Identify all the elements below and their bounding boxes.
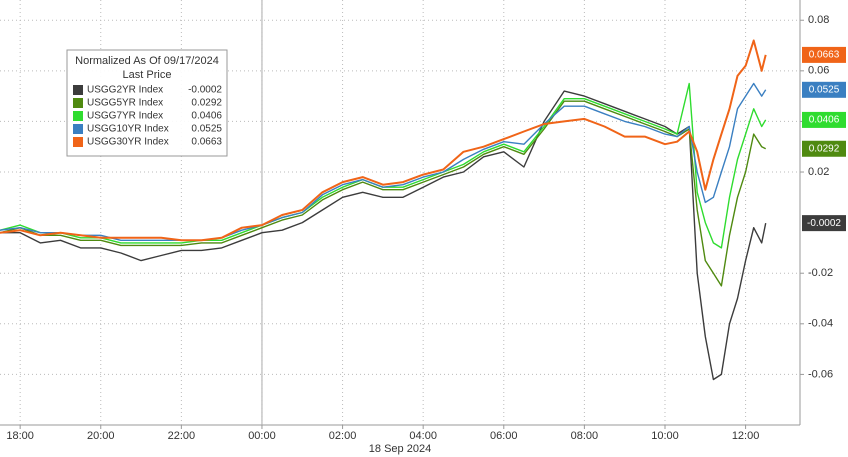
- last-value-tag: [802, 215, 846, 232]
- last-value-label: 0.0292: [809, 143, 840, 154]
- y-tick-label: 0.08: [808, 14, 829, 26]
- legend-swatch: [73, 124, 83, 134]
- last-value-tag: [802, 111, 846, 128]
- last-value-label: 0.0663: [809, 50, 840, 61]
- x-tick-label: 00:00: [248, 430, 276, 442]
- legend-value: -0.0002: [188, 85, 222, 96]
- x-axis-label: 18 Sep 2024: [369, 443, 431, 455]
- series-line: [0, 90, 767, 381]
- y-tick-label: -0.06: [808, 368, 833, 380]
- legend: Normalized As Of 09/17/2024 Last Price U…: [66, 49, 228, 157]
- legend-swatch: [73, 85, 83, 95]
- legend-value: 0.0525: [191, 124, 222, 135]
- legend-label: USGG5YR Index: [87, 98, 163, 109]
- legend-swatch: [73, 137, 83, 147]
- legend-subtitle: Last Price: [123, 69, 172, 81]
- y-tick-label: 0.06: [808, 65, 829, 77]
- series-line: [0, 100, 767, 287]
- grid: [0, 0, 800, 425]
- last-value-label: 0.0406: [809, 115, 840, 126]
- x-tick-label: 20:00: [87, 430, 115, 442]
- x-tick-label: 08:00: [571, 430, 599, 442]
- x-tick-label: 18:00: [6, 430, 34, 442]
- last-value-label: -0.0002: [807, 218, 841, 229]
- lines: [0, 39, 767, 381]
- legend-label: USGG7YR Index: [87, 111, 163, 122]
- y-tick-label: 0.02: [808, 166, 829, 178]
- legend-title: Normalized As Of 09/17/2024: [75, 55, 219, 67]
- x-tick-label: 12:00: [732, 430, 760, 442]
- last-value-label: 0.0525: [809, 84, 840, 95]
- last-value-tag: [802, 140, 846, 157]
- series-line: [0, 39, 767, 242]
- x-tick-label: 04:00: [409, 430, 437, 442]
- legend-label: USGG10YR Index: [87, 124, 169, 135]
- last-value-tag: [802, 81, 846, 98]
- x-tick-label: 02:00: [329, 430, 357, 442]
- legend-value: 0.0406: [191, 111, 222, 122]
- legend-swatch: [73, 98, 83, 108]
- legend-value: 0.0663: [191, 137, 222, 148]
- legend-label: USGG2YR Index: [87, 85, 163, 96]
- legend-box: [66, 49, 228, 157]
- y-tick-label: -0.04: [808, 318, 833, 330]
- legend-swatch: [73, 111, 83, 121]
- legend-value: 0.0292: [191, 98, 222, 109]
- legend-label: USGG30YR Index: [87, 137, 169, 148]
- last-value-tag: [802, 46, 846, 63]
- series-line: [0, 82, 767, 249]
- x-tick-label: 22:00: [168, 430, 196, 442]
- x-tick-label: 06:00: [490, 430, 518, 442]
- series-line: [0, 82, 767, 241]
- y-tick-label: -0.02: [808, 267, 833, 279]
- x-tick-label: 10:00: [651, 430, 679, 442]
